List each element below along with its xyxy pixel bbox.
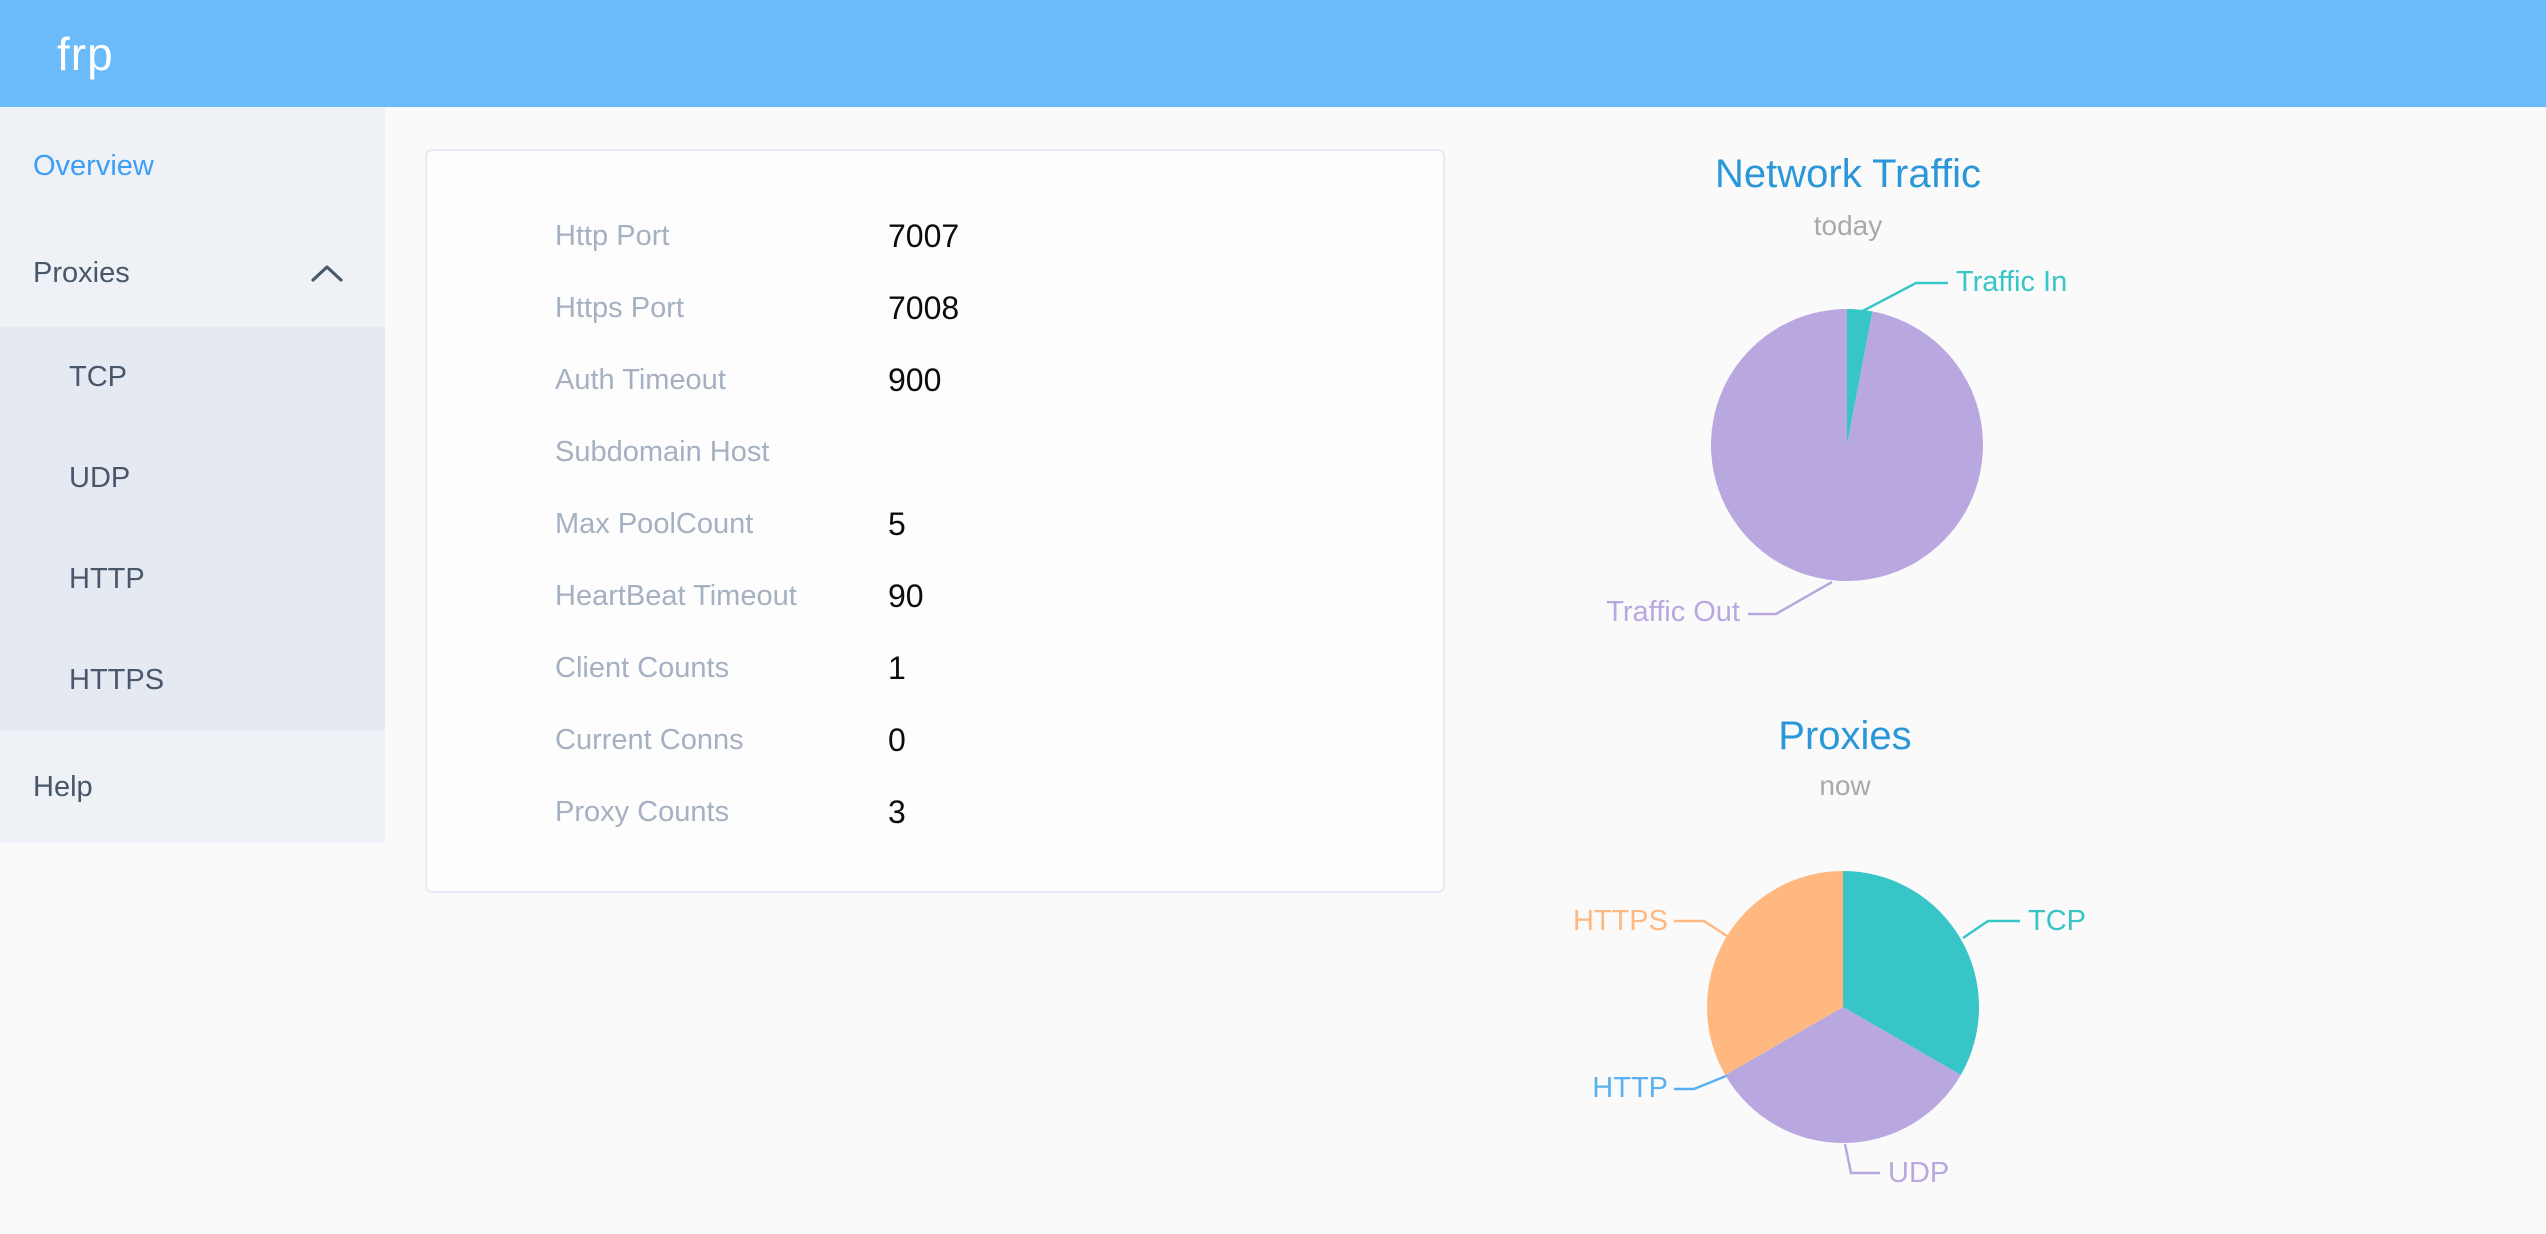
info-value: 7008 xyxy=(888,289,960,326)
info-row-current-conns: Current Conns 0 xyxy=(427,704,1443,776)
sidebar-item-help-label: Help xyxy=(33,770,93,803)
info-label: Https Port xyxy=(555,291,684,324)
sidebar: Overview Proxies TCP UDP HTTP HTTPS Help xyxy=(0,107,385,843)
pie-label-udp: UDP xyxy=(1888,1157,1950,1189)
pie-label-traffic-out: Traffic Out xyxy=(1606,596,1740,628)
info-label: Auth Timeout xyxy=(555,363,726,396)
info-row-max-poolcount: Max PoolCount 5 xyxy=(427,488,1443,560)
leader-udp xyxy=(1843,1143,1880,1175)
sidebar-item-http[interactable]: HTTP xyxy=(0,529,385,630)
server-info-panel: Http Port 7007 Https Port 7008 Auth Time… xyxy=(425,149,1445,893)
app-logo: frp xyxy=(57,27,114,80)
info-label: Http Port xyxy=(555,219,670,252)
proxies-chart-subtitle: now xyxy=(1819,770,1871,801)
leader-traffic-out xyxy=(1748,580,1833,616)
info-value: 7007 xyxy=(888,217,960,254)
pie-slice-udp[interactable] xyxy=(1725,1007,1961,1144)
sidebar-submenu-proxies: TCP UDP HTTP HTTPS xyxy=(0,327,385,731)
network-traffic-title: Network Traffic xyxy=(1715,152,1981,196)
app-header: frp xyxy=(0,0,2546,107)
pie-slice-https[interactable] xyxy=(1706,871,1843,1075)
sidebar-item-http-label: HTTP xyxy=(69,563,145,595)
pie-label-tcp: TCP xyxy=(2028,905,2086,937)
info-label: Current Conns xyxy=(555,723,744,756)
sidebar-item-udp[interactable]: UDP xyxy=(0,428,385,529)
info-row-http-port: Http Port 7007 xyxy=(427,200,1443,272)
info-label: Max PoolCount xyxy=(555,507,754,540)
info-row-heartbeat-timeout: HeartBeat Timeout 90 xyxy=(427,560,1443,632)
sidebar-item-https[interactable]: HTTPS xyxy=(0,630,385,731)
info-row-https-port: Https Port 7008 xyxy=(427,272,1443,344)
pie-label-traffic-in: Traffic In xyxy=(1956,266,2068,298)
info-value: 5 xyxy=(888,505,906,542)
pie-label-https: HTTPS xyxy=(1572,905,1668,937)
pie-slice-tcp[interactable] xyxy=(1843,871,1980,1075)
proxies-pie-chart[interactable] xyxy=(1705,869,1981,1145)
info-row-proxy-counts: Proxy Counts 3 xyxy=(427,776,1443,848)
info-value: 3 xyxy=(888,793,906,830)
info-label: Client Counts xyxy=(555,651,730,684)
pie-label-http: HTTP xyxy=(1592,1072,1668,1104)
sidebar-item-https-label: HTTPS xyxy=(69,664,165,696)
info-row-subdomain-host: Subdomain Host xyxy=(427,416,1443,488)
proxies-chart-title: Proxies xyxy=(1778,714,1912,758)
sidebar-item-proxies-label: Proxies xyxy=(33,256,130,289)
info-value: 90 xyxy=(888,577,924,614)
info-row-client-counts: Client Counts 1 xyxy=(427,632,1443,704)
info-value: 0 xyxy=(888,721,906,758)
sidebar-item-overview-label: Overview xyxy=(33,149,154,182)
info-value: 900 xyxy=(888,361,942,398)
sidebar-item-tcp-label: TCP xyxy=(69,361,127,393)
network-traffic-pie-chart[interactable] xyxy=(1709,307,1985,583)
info-label: Subdomain Host xyxy=(555,435,770,468)
sidebar-item-tcp[interactable]: TCP xyxy=(0,327,385,428)
chevron-up-icon xyxy=(311,265,343,282)
network-traffic-subtitle: today xyxy=(1813,210,1883,241)
sidebar-item-proxies[interactable]: Proxies xyxy=(0,219,385,327)
info-label: HeartBeat Timeout xyxy=(555,579,797,612)
info-label: Proxy Counts xyxy=(555,795,730,828)
sidebar-item-help[interactable]: Help xyxy=(0,731,385,843)
sidebar-item-overview[interactable]: Overview xyxy=(0,113,385,219)
pie-slice-traffic-in[interactable] xyxy=(1847,309,1873,445)
info-row-auth-timeout: Auth Timeout 900 xyxy=(427,344,1443,416)
pie-slice-traffic-out[interactable] xyxy=(1710,309,1983,581)
sidebar-item-udp-label: UDP xyxy=(69,462,131,494)
info-value: 1 xyxy=(888,649,906,686)
